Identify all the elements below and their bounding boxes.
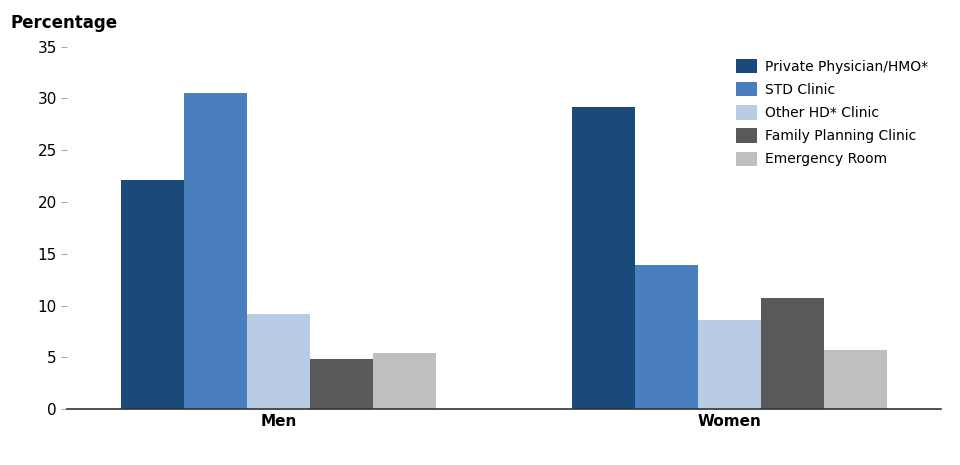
Text: Percentage: Percentage xyxy=(11,14,117,32)
Bar xyxy=(310,359,373,409)
Bar xyxy=(635,265,698,409)
Bar xyxy=(373,353,437,409)
Bar xyxy=(698,320,760,409)
Bar xyxy=(121,180,184,409)
Bar xyxy=(571,106,635,409)
Bar xyxy=(760,299,824,409)
Bar xyxy=(184,93,248,409)
Legend: Private Physician/HMO*, STD Clinic, Other HD* Clinic, Family Planning Clinic, Em: Private Physician/HMO*, STD Clinic, Othe… xyxy=(731,53,934,172)
Bar xyxy=(824,350,887,409)
Bar xyxy=(248,314,310,409)
